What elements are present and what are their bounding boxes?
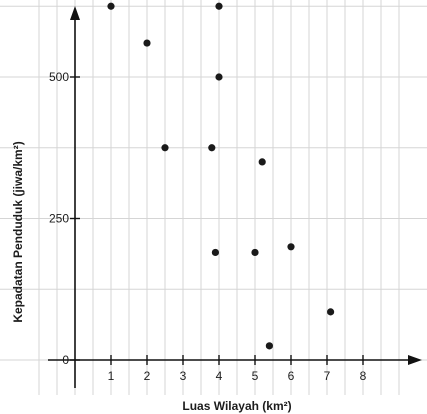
x-tick-label: 3 bbox=[180, 369, 187, 383]
data-point bbox=[215, 73, 223, 81]
data-point bbox=[208, 144, 216, 152]
x-tick-label: 8 bbox=[360, 369, 367, 383]
data-point bbox=[215, 2, 223, 10]
y-tick-label: 500 bbox=[49, 70, 69, 84]
x-tick-label: 4 bbox=[216, 369, 223, 383]
x-tick-label: 7 bbox=[324, 369, 331, 383]
x-tick-label: 2 bbox=[144, 369, 151, 383]
x-axis-title: Luas Wilayah (km²) bbox=[182, 399, 291, 413]
data-point bbox=[211, 248, 219, 257]
data-point bbox=[143, 39, 151, 47]
y-axis-arrow-icon bbox=[70, 6, 80, 20]
x-tick-label: 5 bbox=[252, 369, 259, 383]
data-point bbox=[161, 144, 169, 152]
x-tick-label: 1 bbox=[108, 369, 115, 383]
data-point bbox=[327, 308, 335, 316]
data-points bbox=[107, 2, 335, 350]
x-axis-arrow-icon bbox=[408, 355, 422, 365]
y-tick-label: 250 bbox=[49, 212, 69, 226]
y-tick-label: 0 bbox=[62, 353, 69, 367]
data-point bbox=[258, 158, 266, 166]
x-tick-labels: 1 2 3 4 5 6 7 8 bbox=[108, 355, 367, 383]
data-point bbox=[265, 342, 273, 350]
data-point bbox=[251, 248, 259, 257]
y-axis-title: Kepadatan Penduduk (jiwa/km²) bbox=[11, 141, 25, 322]
data-point bbox=[107, 2, 115, 10]
data-point bbox=[287, 243, 295, 251]
y-tick-labels: 02505007501.000 bbox=[49, 70, 80, 367]
axes bbox=[48, 6, 422, 388]
x-tick-label: 6 bbox=[288, 369, 295, 383]
